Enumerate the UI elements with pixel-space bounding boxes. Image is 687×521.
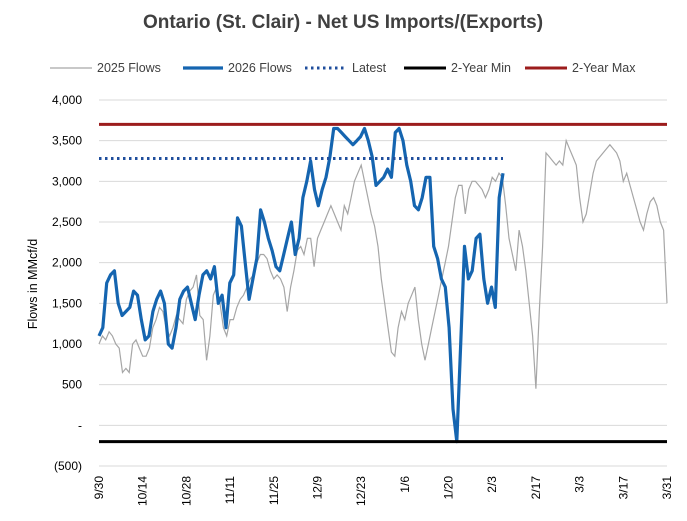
legend-item-2026-flows: 2026 Flows [183, 61, 292, 75]
series-2026-flows [97, 126, 505, 444]
x-tick-label: 1/6 [398, 476, 412, 493]
x-tick-label: 12/23 [354, 476, 368, 506]
legend-item-2-year-min: 2-Year Min [404, 61, 511, 75]
svg-text:2025 Flows: 2025 Flows [97, 61, 161, 75]
series-2025-flows [98, 138, 668, 389]
x-axis-ticks: 9/30 10/14 10/28 11/11 11/25 12/9 12/23 1/6 1/20… [92, 476, 674, 506]
y-axis-label: Flows in MMcf/d [26, 239, 40, 329]
legend-item-2025-flows: 2025 Flows [50, 61, 161, 75]
legend-item-latest: Latest [305, 61, 387, 75]
y-tick-label: 1,500 [52, 296, 82, 310]
svg-text:2-Year Max: 2-Year Max [572, 61, 636, 75]
y-tick-label: 1,000 [52, 337, 82, 351]
x-tick-label: 2/17 [529, 476, 543, 500]
y-tick-label: 500 [62, 378, 82, 392]
legend: 2025 Flows 2026 Flows Latest 2-Year Min … [50, 61, 636, 75]
chart-title: Ontario (St. Clair) - Net US Imports/(Ex… [143, 12, 543, 33]
y-tick-label: 2,500 [52, 215, 82, 229]
y-axis-ticks: 4,000 3,500 3,000 2,500 2,000 1,500 1,000 500 - (… [52, 93, 82, 473]
y-tick-label: (500) [54, 459, 82, 473]
reference-lines [99, 122, 667, 444]
y-tick-label: 3,500 [52, 134, 82, 148]
x-tick-label: 11/25 [267, 476, 281, 505]
y-tick-label: 4,000 [52, 93, 82, 107]
svg-text:2-Year Min: 2-Year Min [451, 61, 511, 75]
gridlines [99, 99, 667, 467]
svg-text:2026 Flows: 2026 Flows [228, 61, 292, 75]
x-tick-label: 10/14 [136, 476, 150, 506]
x-tick-label: 11/11 [223, 476, 237, 505]
y-tick-label: 2,000 [52, 256, 82, 270]
y-tick-label: - [78, 418, 82, 432]
x-tick-label: 12/9 [310, 476, 324, 500]
svg-text:Latest: Latest [352, 61, 387, 75]
series-lines [97, 126, 668, 444]
x-tick-label: 1/20 [442, 476, 456, 500]
x-tick-label: 3/3 [573, 476, 587, 493]
x-tick-label: 3/31 [660, 476, 674, 500]
x-tick-label: 2/3 [485, 476, 499, 493]
x-tick-label: 9/30 [92, 476, 106, 500]
y-tick-label: 3,000 [52, 174, 82, 188]
legend-item-2-year-max: 2-Year Max [525, 61, 636, 75]
x-tick-label: 3/17 [616, 476, 630, 500]
x-tick-label: 10/28 [179, 476, 193, 506]
